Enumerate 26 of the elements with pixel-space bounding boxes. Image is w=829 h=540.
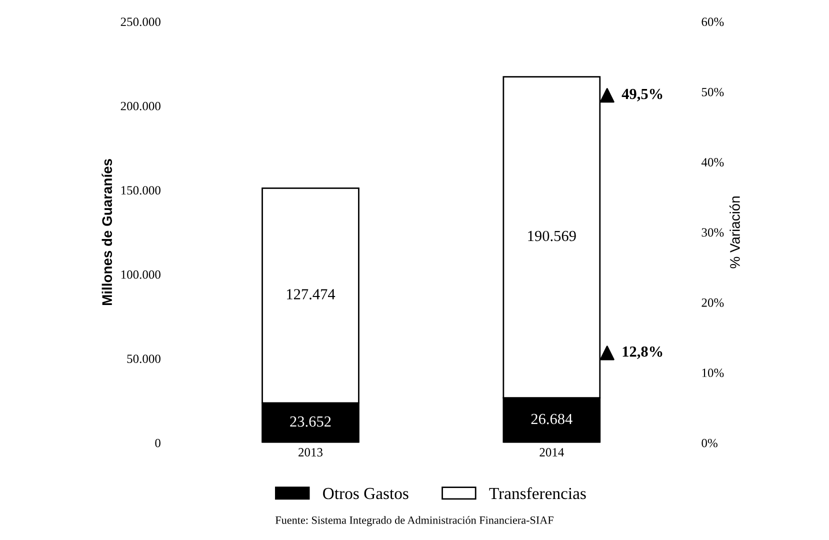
source-note: Fuente: Sistema Integrado de Administración Financiera-SIAF (275, 516, 554, 526)
x-tick-label: 2013 (298, 448, 323, 456)
data-label: 190.569 (528, 230, 576, 242)
data-label: 49,5% (622, 88, 662, 102)
y2-tick-label: 0% (702, 438, 718, 448)
y2-tick-label: 40% (701, 158, 724, 166)
legend-label: Transferencias (489, 487, 586, 500)
data-label: 127.474 (287, 289, 336, 300)
legend-label: Otros Gastos (323, 488, 408, 500)
data-label: 26.684 (531, 414, 572, 424)
y-tick-label: 200.000 (120, 102, 160, 110)
y2-tick-label: 10% (702, 368, 724, 378)
x-tick-label: 2014 (540, 448, 564, 456)
y2-tick-label: 30% (702, 228, 724, 237)
y2-tick-label: 50% (702, 88, 724, 96)
data-label: 12,8% (622, 346, 662, 359)
y-tick-label: 100.000 (121, 270, 160, 279)
data-label: 23.652 (290, 416, 331, 427)
y-axis-title: Millones de Guaraníes (102, 159, 112, 305)
y2-tick-label: 20% (702, 298, 724, 307)
y2-tick-label: 60% (702, 18, 724, 26)
y-tick-label: 50.000 (127, 354, 160, 364)
y-tick-label: 250.000 (120, 18, 160, 26)
y-tick-label: 0 (155, 438, 160, 448)
y-tick-label: 150.000 (121, 186, 160, 195)
y2-axis-title: % Variación (730, 196, 740, 268)
